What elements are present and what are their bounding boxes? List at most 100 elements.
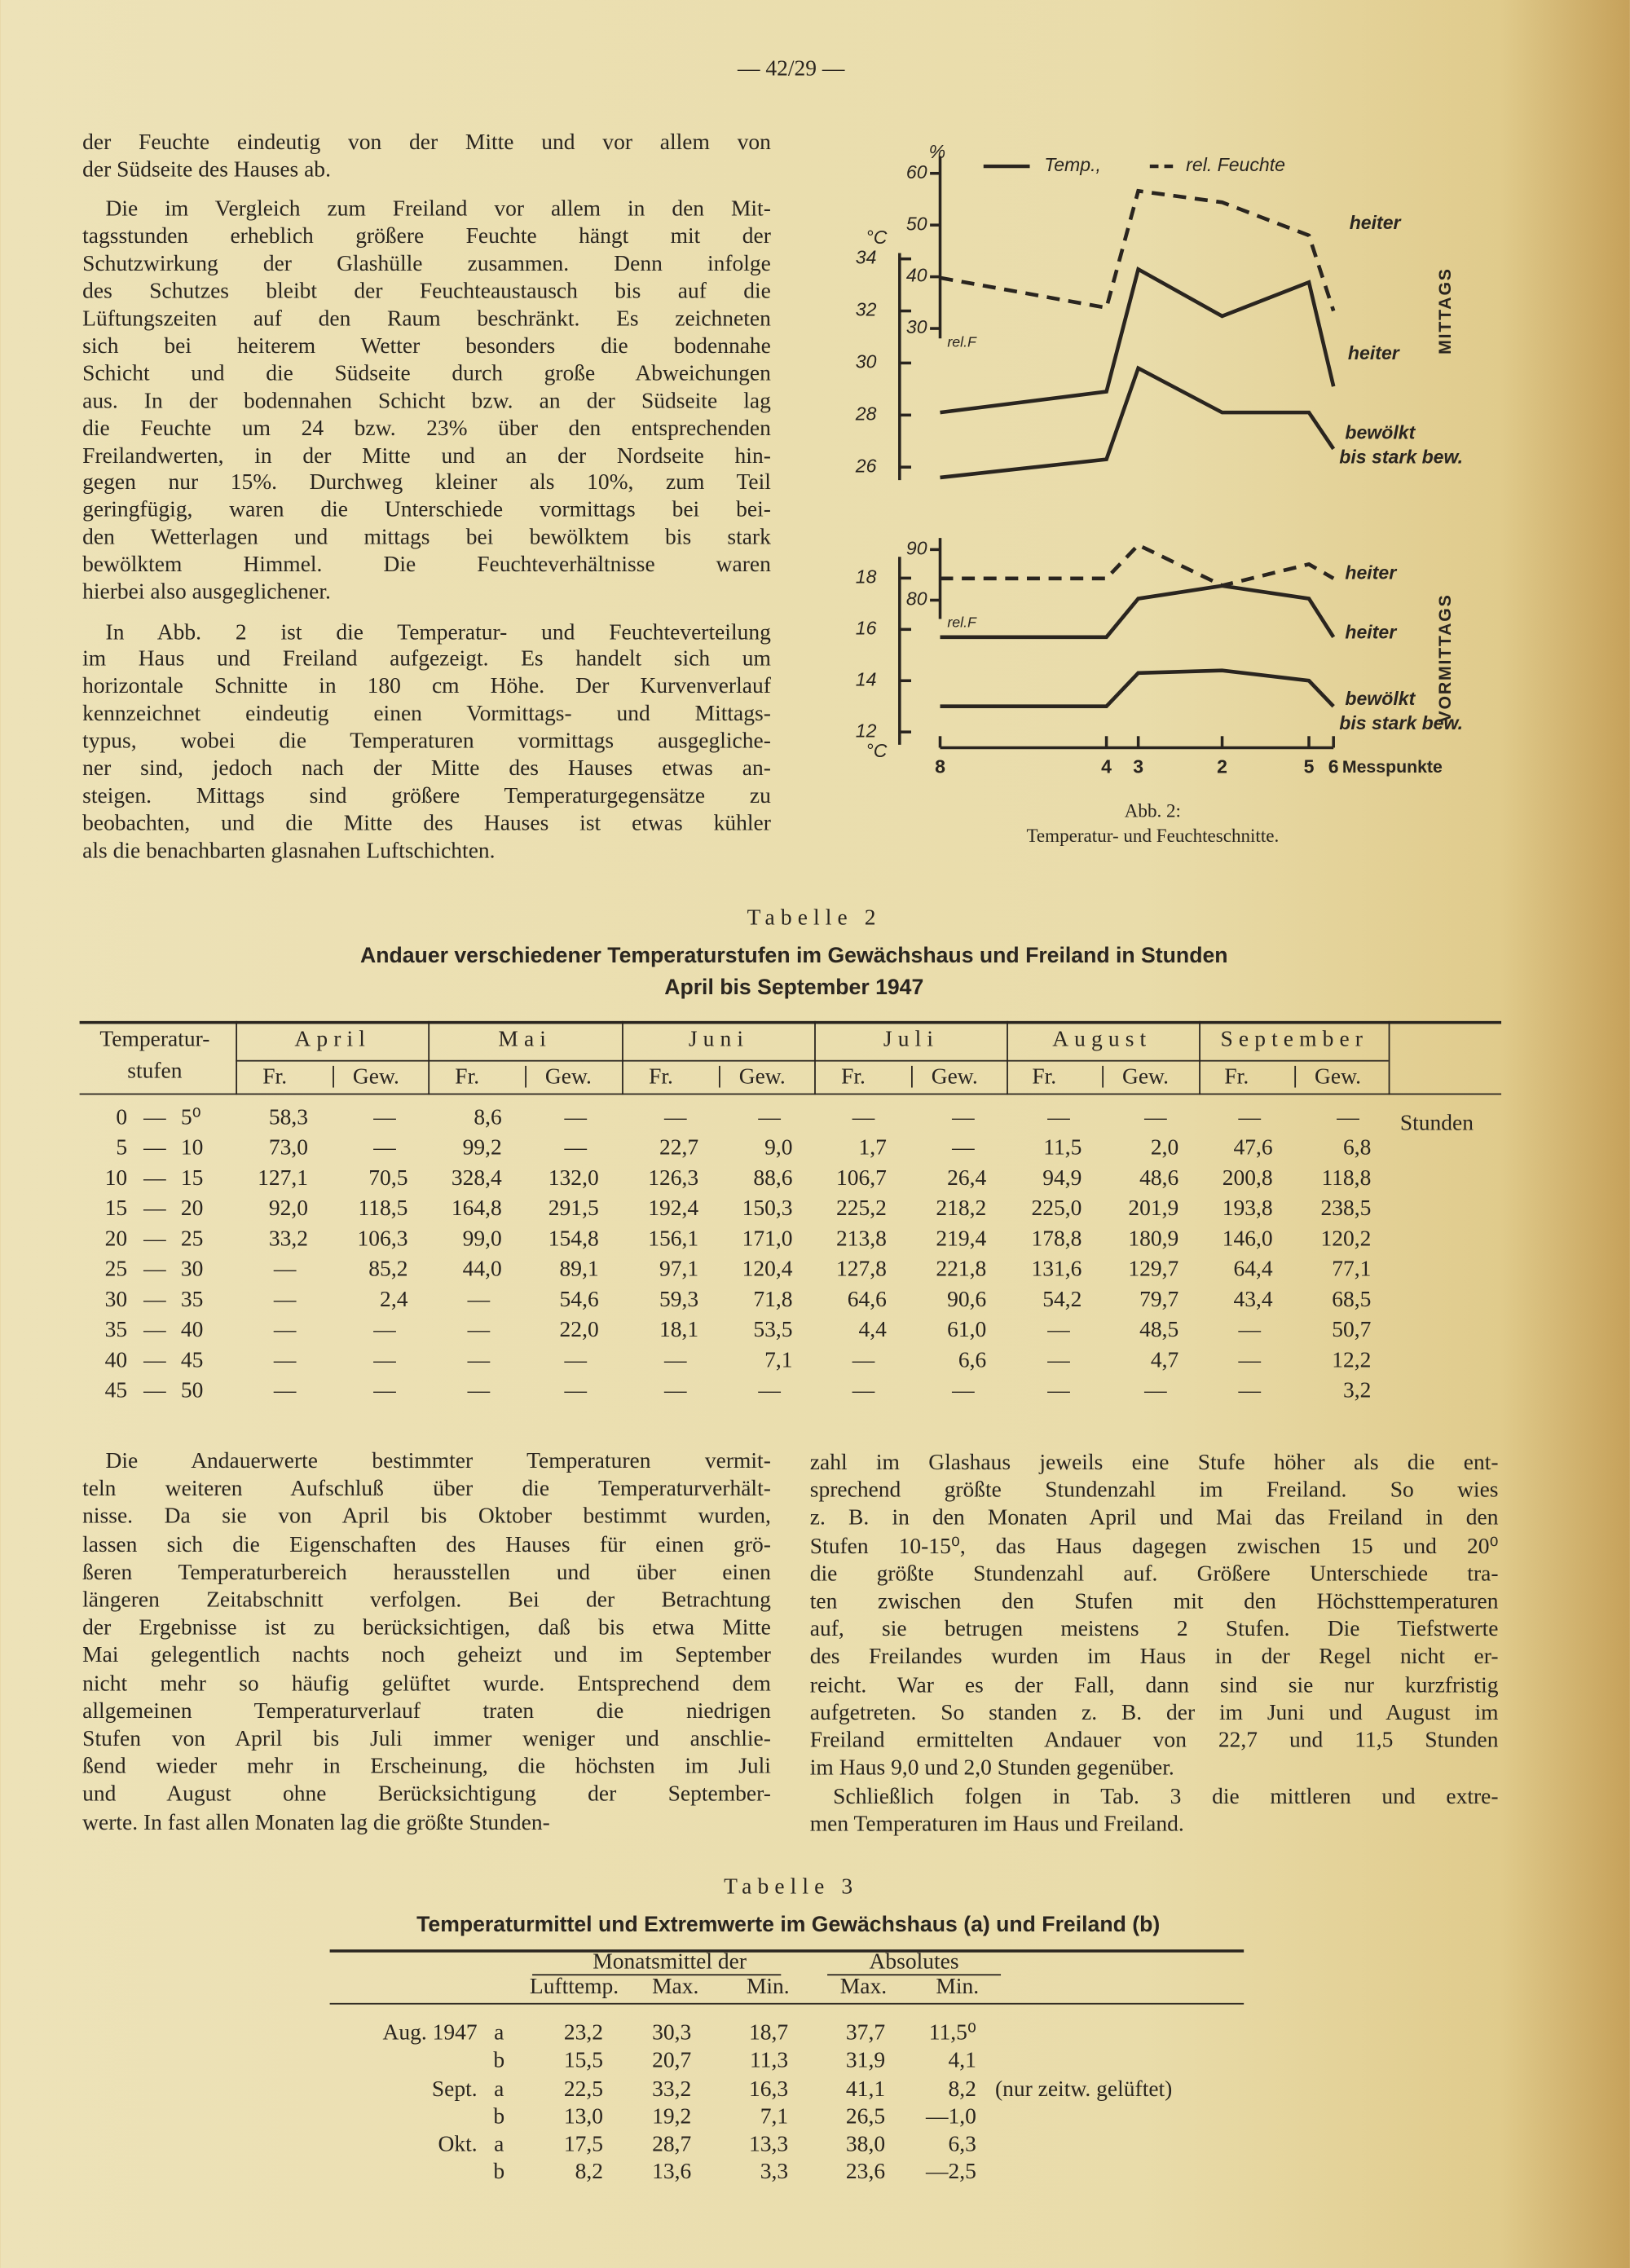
rule [1102, 1065, 1104, 1088]
y2-tick-label: 40 [906, 265, 927, 286]
column-header: Max. [652, 1974, 699, 1999]
text-line: der Ergebnisse ist zu berücksichtigen, d… [82, 1615, 771, 1640]
unit-label: Stunden [1399, 1111, 1474, 1136]
table-cell: — [564, 1135, 588, 1160]
text-line: Stufen von April bis Juli immer weniger … [82, 1726, 771, 1752]
column-header: September [1220, 1027, 1369, 1052]
y2-unit: % [929, 141, 946, 162]
series-line [940, 266, 1336, 415]
table-cell: 238,5 [1320, 1196, 1372, 1222]
text-line: nisse. Da sie von April bis Oktober best… [82, 1504, 771, 1530]
table-cell: 120,2 [1320, 1226, 1372, 1252]
table-cell: 89,1 [559, 1257, 599, 1282]
row-label: 5⁰ [180, 1105, 201, 1130]
row-label: 10 [180, 1135, 204, 1160]
rule [827, 1974, 1002, 1976]
table-cell: — [1047, 1378, 1070, 1403]
text-line: Stufen 10-15⁰, das Haus dagegen zwischen… [809, 1534, 1499, 1559]
table-cell: 3,3 [760, 2159, 789, 2185]
column-header: Gew. [1121, 1064, 1170, 1090]
text-line: werte. In fast allen Monaten lag die grö… [82, 1810, 550, 1835]
row-label: 20 [104, 1226, 128, 1252]
row-label: 45 [180, 1348, 204, 1373]
table-cell: 291,5 [548, 1196, 599, 1222]
row-label: Sept. [431, 2076, 478, 2102]
text-line: aufgetreten. So standen z. B. der im Jun… [809, 1700, 1499, 1725]
table-cell: 22,5 [563, 2076, 604, 2102]
table-cell: 43,4 [1233, 1287, 1273, 1313]
column-header: Lufttemp. [529, 1974, 619, 1999]
text-line: und August ohne Berücksichtigung der Sep… [82, 1782, 771, 1808]
text-line: Schließlich folgen in Tab. 3 die mittler… [833, 1784, 1499, 1810]
table-cell: 79,7 [1139, 1287, 1179, 1313]
table-cell: 178,8 [1031, 1226, 1082, 1252]
x-tick-label: 3 [1133, 755, 1143, 777]
table-cell: 58,3 [268, 1105, 308, 1130]
table-cell: 171,0 [742, 1226, 793, 1252]
row-label: 25 [180, 1226, 204, 1252]
table-cell: 4,7 [1150, 1348, 1179, 1373]
table-cell: —2,5 [925, 2159, 976, 2185]
table-cell: — [273, 1257, 297, 1282]
row-label: — [143, 1165, 166, 1191]
table-cell: 127,1 [258, 1165, 308, 1191]
row-label: 5 [116, 1135, 128, 1160]
text-line: der Feuchte eindeutig von der Mitte und … [82, 130, 771, 155]
x-tick-label: 5 [1304, 755, 1315, 777]
column-header: Max. [839, 1974, 888, 1999]
table-cell: 26,5 [845, 2104, 886, 2129]
table-cell: 71,8 [753, 1287, 793, 1313]
table-cell: 8,2 [948, 2076, 976, 2102]
text-line: aus. In der bodennahen Schicht bzw. an d… [82, 388, 771, 413]
rule [1199, 1020, 1200, 1095]
row-label: 35 [104, 1318, 128, 1343]
table-cell: — [467, 1378, 491, 1403]
table-cell: — [1238, 1105, 1262, 1130]
table-cell: —1,0 [925, 2104, 976, 2129]
table-cell: 131,6 [1031, 1257, 1082, 1282]
table-cell: 106,3 [357, 1226, 408, 1252]
row-label: — [143, 1378, 166, 1403]
text-line: längeren Zeitabschnitt verfolgen. Bei de… [82, 1588, 771, 1613]
column-header: Fr. [1224, 1064, 1249, 1090]
y2-tick-label: 90 [906, 537, 927, 558]
series-label: heiter [1345, 562, 1398, 584]
rule [79, 1020, 1502, 1024]
column-header: Fr. [841, 1064, 866, 1090]
row-label: — [143, 1318, 166, 1343]
table-cell: 64,6 [847, 1287, 887, 1313]
table-cell: — [952, 1378, 975, 1403]
table-cell: 19,2 [652, 2104, 692, 2129]
caption: Temperatur- und Feuchteschnitte. [1026, 825, 1279, 846]
caption: Abb. 2: [1125, 800, 1181, 821]
series-line [940, 668, 1335, 709]
x-tick-label: 4 [1101, 755, 1112, 777]
row-label: 10 [104, 1165, 128, 1191]
table-cell: 61,0 [947, 1318, 987, 1343]
y-tick-label: 30 [856, 351, 877, 372]
series-label: bis stark bew. [1339, 712, 1463, 733]
table-cell: — [373, 1105, 396, 1130]
table-cell: 118,5 [358, 1196, 408, 1222]
text-line: reicht. War es der Fall, dann sind sie n… [809, 1672, 1499, 1698]
table-cell: 106,7 [835, 1165, 887, 1191]
text-line: der Südseite des Hauses ab. [82, 157, 331, 183]
table-cell: 59,3 [659, 1287, 699, 1313]
column-header: stufen [127, 1059, 183, 1084]
table-cell: — [1047, 1318, 1070, 1343]
text-line: als die benachbarten glasnahen Luftschic… [82, 838, 496, 863]
series-line [940, 365, 1336, 480]
x-tick-label: 8 [935, 755, 945, 777]
series-label: heiter [1350, 212, 1403, 233]
table-cell: — [564, 1378, 588, 1403]
table-cell: 73,0 [268, 1135, 308, 1160]
text-line: Freilandwerten, in der Mitte und an der … [82, 443, 771, 469]
page-number: — 42/29 — [738, 56, 845, 81]
table-cell: — [373, 1348, 396, 1373]
y-unit: °C [866, 227, 887, 248]
table-cell: 48,5 [1139, 1318, 1179, 1343]
table-cell: 225,0 [1031, 1196, 1082, 1222]
column-header: Fr. [455, 1064, 480, 1090]
table-cell: 3,2 [1342, 1378, 1372, 1403]
y-tick-label: 16 [856, 617, 877, 638]
